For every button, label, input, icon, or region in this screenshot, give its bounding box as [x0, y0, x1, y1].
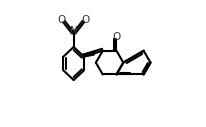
Text: N: N: [69, 26, 77, 36]
Text: O: O: [112, 32, 120, 42]
Text: O: O: [57, 15, 65, 25]
Text: O: O: [81, 15, 89, 25]
